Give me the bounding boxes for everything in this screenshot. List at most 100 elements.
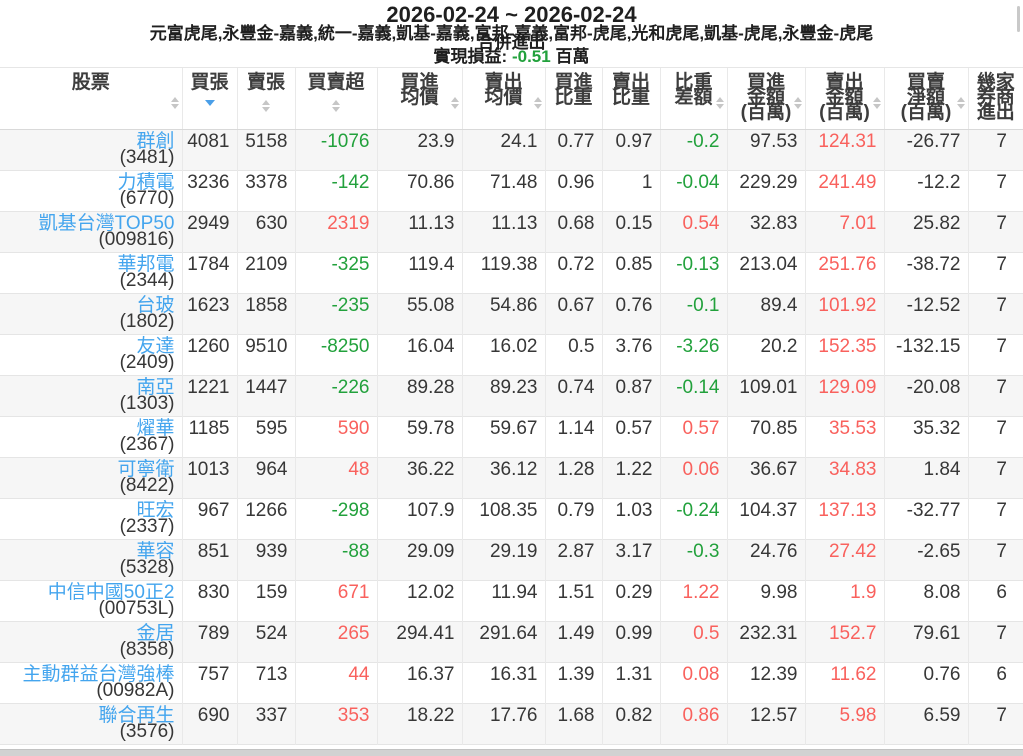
net_amt-cell: -26.77 [883,129,968,171]
summary-header: 2026-02-24 ~ 2026-02-24 元富虎尾,永豐金-嘉義,統一-嘉… [0,0,1023,65]
sort-icon [262,100,270,112]
sell_amt-cell: 35.53 [804,416,884,458]
sell_lots-cell: 713 [236,662,295,704]
stock-link[interactable]: 聯合再生 [98,705,175,726]
stock-link[interactable]: 友達 [136,336,175,357]
stock-link[interactable]: 主動群益台灣強棒 [22,664,175,685]
stock-link[interactable]: 台玻 [136,295,175,316]
col-header-label: 買賣超 [307,72,365,93]
table-row: 華容 (5328) 851 939 -88 29.09 29.19 2.87 3.17 -0.3 2… [0,539,1023,581]
col-header-buy_pct: 買進 比重 [544,67,602,130]
col-header-label: (百萬) [819,102,870,123]
col-header-buy_amt[interactable]: 買進 金額 (百萬) [726,67,805,130]
stock-link[interactable]: 力積電 [117,172,175,193]
col-header-net_lots[interactable]: 買賣超 [294,67,377,130]
sell_avg-cell: 54.86 [461,293,545,335]
buy_lots-cell: 4081 [181,129,237,171]
buy_pct-cell: 0.79 [544,498,602,540]
sell_pct-cell: 0.87 [601,375,660,417]
buy_amt-cell: 109.01 [726,375,805,417]
buy_lots-cell: 1260 [181,334,237,376]
stock-code: (1303) [119,393,175,414]
col-header-label: 股票 [71,72,110,93]
table-row: 燿華 (2367) 1185 595 590 59.78 59.67 1.14 0.57 0.57… [0,416,1023,458]
buy_pct-cell: 2.87 [544,539,602,581]
buy_avg-cell: 89.28 [376,375,462,417]
col-header-pct_diff[interactable]: 比重 差額 [659,67,727,130]
table-row: 可寧衛 (8422) 1013 964 48 36.22 36.12 1.28 1.22 0.06… [0,457,1023,499]
table-row: 華邦電 (2344) 1784 2109 -325 119.4 119.38 0.72 0.85… [0,252,1023,294]
sell_avg-cell: 291.64 [461,621,545,663]
net_amt-cell: -32.77 [883,498,968,540]
stock-link[interactable]: 華邦電 [117,254,175,275]
brokers_count-cell: 7 [967,211,1023,253]
vertical-scrollbar-thumb[interactable] [1017,6,1020,32]
sell_lots-cell: 337 [236,703,295,745]
stock-link[interactable]: 可寧衛 [117,459,175,480]
buy_amt-cell: 70.85 [726,416,805,458]
stock-link[interactable]: 金居 [136,623,175,644]
buy_avg-cell: 18.22 [376,703,462,745]
brokers_count-cell: 7 [967,252,1023,294]
stock-link[interactable]: 中信中國50正2 [47,582,175,603]
col-header-buy_lots[interactable]: 買張 [181,67,237,130]
sell_avg-cell: 71.48 [461,170,545,212]
brokers_count-cell: 7 [967,621,1023,663]
sort-icon [533,97,542,109]
sell_pct-cell: 0.57 [601,416,660,458]
brokers_count-cell: 7 [967,293,1023,335]
pct_diff-cell: -3.26 [659,334,727,376]
col-header-net_amt[interactable]: 買賣 淨額 (百萬) [883,67,968,130]
buy_lots-cell: 851 [181,539,237,581]
col-header-label: 金額 [825,87,864,108]
net_amt-cell: -2.65 [883,539,968,581]
stock-code: (3576) [119,721,175,742]
buy_amt-cell: 12.57 [726,703,805,745]
sell_lots-cell: 3378 [236,170,295,212]
stock-link[interactable]: 南亞 [136,377,175,398]
net_lots-cell: -298 [294,498,377,540]
net_lots-cell: 590 [294,416,377,458]
pct_diff-cell: 0.06 [659,457,727,499]
stock-link[interactable]: 旺宏 [136,500,175,521]
col-header-sell_amt[interactable]: 賣出 金額 (百萬) [804,67,884,130]
pct_diff-cell: -0.1 [659,293,727,335]
stock-code: (5328) [119,557,175,578]
stock-link[interactable]: 凱基台灣TOP50 [38,213,175,234]
net_lots-cell: 44 [294,662,377,704]
brokers_count-cell: 7 [967,129,1023,171]
sort-icon [715,97,724,109]
stock-cell: 台玻 (1802) [0,294,182,335]
stock-code: (009816) [98,229,175,250]
sell_avg-cell: 108.35 [461,498,545,540]
horizontal-scrollbar[interactable] [0,749,1023,756]
realized-pnl: 實現損益: -0.51 百萬 [0,48,1023,65]
sell_amt-cell: 241.49 [804,170,884,212]
sell_amt-cell: 129.09 [804,375,884,417]
stock-link[interactable]: 群創 [136,131,175,152]
col-header-buy_avg[interactable]: 買進 均價 [376,67,462,130]
stock-link[interactable]: 燿華 [136,418,175,439]
pct_diff-cell: 0.57 [659,416,727,458]
buy_pct-cell: 1.49 [544,621,602,663]
net_lots-cell: -226 [294,375,377,417]
buy_lots-cell: 1623 [181,293,237,335]
buy_avg-cell: 11.13 [376,211,462,253]
date-range-title: 2026-02-24 ~ 2026-02-24 [386,2,637,27]
brokers_count-cell: 7 [967,457,1023,499]
buy_amt-cell: 229.29 [726,170,805,212]
col-header-stock[interactable]: 股票 [0,67,182,130]
brokers_count-cell: 7 [967,703,1023,745]
sell_avg-cell: 17.76 [461,703,545,745]
buy_lots-cell: 3236 [181,170,237,212]
stock-code: (00753L) [98,598,175,619]
table-row: 金居 (8358) 789 524 265 294.41 291.64 1.49 0.99 0.5… [0,621,1023,663]
stock-code: (8358) [119,639,175,660]
table-row: 台玻 (1802) 1623 1858 -235 55.08 54.86 0.67 0.76 -0… [0,293,1023,335]
stock-link[interactable]: 華容 [136,541,175,562]
stock-code: (2337) [119,516,175,537]
col-header-sell_lots[interactable]: 賣張 [236,67,295,130]
col-header-sell_avg[interactable]: 賣出 均價 [461,67,545,130]
col-header-label: 買進 [746,72,785,93]
buy_amt-cell: 232.31 [726,621,805,663]
